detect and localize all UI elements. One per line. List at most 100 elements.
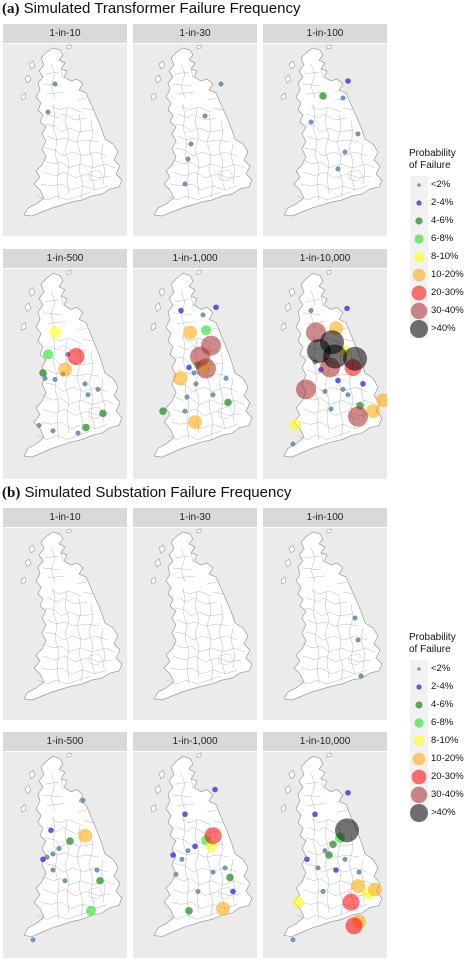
legend-symbol bbox=[411, 285, 427, 301]
region-border bbox=[177, 804, 195, 806]
failure-point bbox=[368, 882, 382, 897]
legend-item: <2% bbox=[409, 176, 473, 194]
failure-point bbox=[202, 113, 208, 119]
legend-label: 8-10% bbox=[431, 251, 459, 262]
failure-point bbox=[290, 937, 296, 943]
region-border bbox=[173, 313, 191, 315]
region-border bbox=[307, 92, 325, 94]
island-outline bbox=[29, 770, 35, 779]
panel-plot bbox=[3, 528, 127, 720]
panel-strip: 1-in-30 bbox=[133, 508, 257, 527]
legend-swatch bbox=[410, 696, 428, 714]
legend-item: 6-8% bbox=[409, 230, 473, 248]
region-border bbox=[303, 396, 375, 405]
london-borders bbox=[89, 654, 103, 665]
legend-symbol bbox=[413, 735, 425, 747]
region-border bbox=[183, 816, 189, 919]
legend-label: 6-8% bbox=[431, 717, 454, 728]
legend-title-line: Probability bbox=[409, 632, 456, 643]
region-border bbox=[43, 396, 115, 405]
legend-title-line: of Failure bbox=[409, 160, 451, 171]
legend-item: 8-10% bbox=[409, 248, 473, 266]
london-borders bbox=[219, 654, 233, 665]
region-border bbox=[207, 114, 213, 198]
region-border bbox=[43, 656, 111, 662]
map-svg bbox=[133, 269, 257, 479]
section-b-label: (b) bbox=[2, 485, 21, 501]
failure-point bbox=[42, 375, 48, 381]
failure-point bbox=[192, 843, 198, 850]
region-border bbox=[213, 592, 223, 594]
failure-point bbox=[223, 375, 229, 381]
failure-point bbox=[45, 109, 51, 115]
legend: Probability of Failure <2% 2-4% 4-6% 6-8% 8-… bbox=[409, 148, 473, 338]
legend-label: 6-8% bbox=[431, 233, 454, 244]
legend-swatch bbox=[410, 678, 428, 696]
legend-item: 30-40% bbox=[409, 786, 473, 804]
region-border bbox=[77, 98, 87, 100]
region-border bbox=[303, 568, 321, 570]
region-border bbox=[303, 84, 321, 86]
failure-point bbox=[178, 307, 184, 314]
london-borders bbox=[89, 407, 103, 419]
panel-strip: 1-in-10,000 bbox=[263, 249, 387, 268]
gb-outline bbox=[24, 48, 122, 216]
region-border bbox=[175, 556, 189, 558]
region-border bbox=[361, 144, 365, 184]
region-border bbox=[83, 108, 93, 110]
legend-item: 8-10% bbox=[409, 732, 473, 750]
region-border bbox=[47, 576, 65, 578]
failure-point bbox=[335, 818, 359, 843]
region-border bbox=[311, 106, 341, 112]
region-border bbox=[45, 300, 59, 302]
section-a-label: (a) bbox=[2, 1, 20, 17]
panel-plot bbox=[3, 44, 127, 236]
island-outline bbox=[281, 805, 286, 813]
legend-label: 4-6% bbox=[431, 699, 454, 710]
region-border bbox=[77, 598, 83, 682]
region-border bbox=[45, 148, 107, 156]
failure-point bbox=[179, 856, 185, 862]
region-border bbox=[51, 819, 81, 825]
legend-item: 10-20% bbox=[409, 750, 473, 768]
region-border bbox=[37, 911, 91, 920]
region-border bbox=[167, 431, 221, 440]
region-border bbox=[43, 889, 111, 895]
legend-label: 10-20% bbox=[431, 269, 464, 280]
region-border bbox=[173, 84, 191, 86]
region-border bbox=[83, 339, 93, 341]
region-border bbox=[175, 383, 237, 392]
region-border bbox=[167, 911, 221, 920]
region-border bbox=[37, 676, 91, 684]
legend-swatch bbox=[410, 786, 428, 804]
region-border bbox=[177, 92, 195, 94]
island-outline bbox=[151, 323, 156, 331]
region-border bbox=[343, 592, 353, 594]
legend-item: >40% bbox=[409, 804, 473, 822]
failure-point bbox=[308, 308, 314, 314]
region-border bbox=[195, 108, 199, 194]
legend-symbol bbox=[416, 200, 422, 206]
legend-item: 20-30% bbox=[409, 284, 473, 302]
failure-point bbox=[182, 811, 188, 818]
failure-point bbox=[322, 848, 328, 854]
region-border bbox=[43, 795, 61, 797]
map-svg bbox=[263, 44, 387, 236]
legend-swatch bbox=[410, 732, 428, 750]
panel-strip: 1-in-10 bbox=[3, 508, 127, 527]
map-svg bbox=[133, 752, 257, 958]
island-outline bbox=[21, 323, 26, 331]
failure-point bbox=[48, 827, 54, 834]
region-border bbox=[89, 352, 95, 429]
region-border bbox=[43, 172, 111, 178]
region-border bbox=[43, 409, 111, 416]
legend-label: >40% bbox=[431, 807, 456, 818]
legend-swatch bbox=[410, 302, 428, 320]
failure-point bbox=[52, 81, 58, 87]
failure-point bbox=[75, 430, 81, 436]
failure-point bbox=[195, 889, 201, 894]
region-border bbox=[207, 582, 217, 584]
london-borders bbox=[89, 170, 103, 181]
map-svg bbox=[263, 269, 387, 479]
failure-point bbox=[43, 349, 53, 360]
